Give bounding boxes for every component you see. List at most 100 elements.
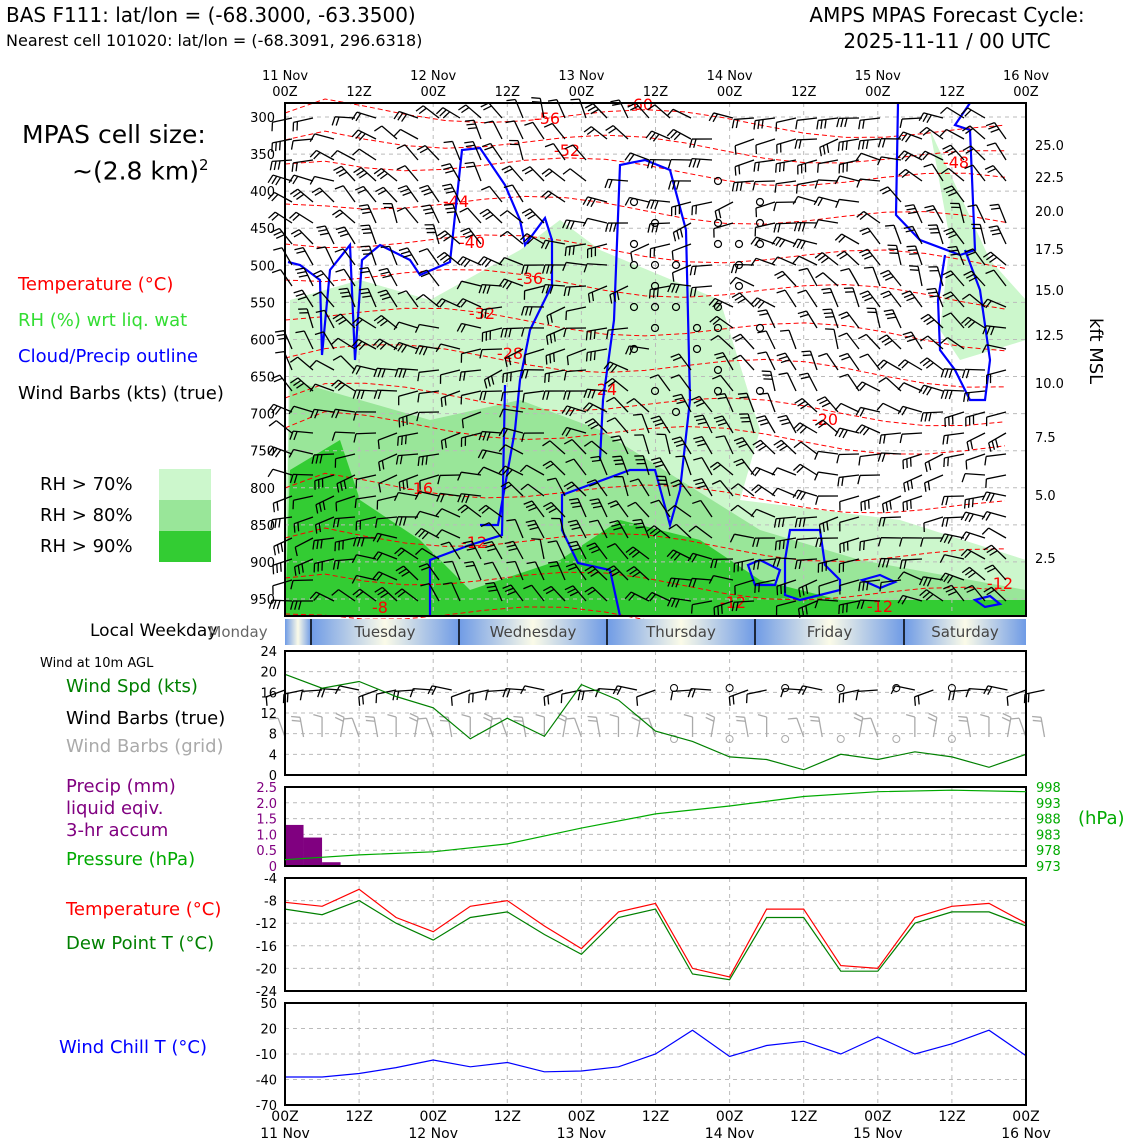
- wind-barb: [846, 332, 860, 350]
- wind-barb: [986, 344, 1007, 350]
- wind-barb-feather: [583, 126, 592, 133]
- top-hour-label: 00Z: [717, 85, 743, 100]
- wind-barb-feather: [960, 531, 967, 540]
- pressure-tick-label: 300: [250, 111, 275, 126]
- surface-wind-barb-grid-feather: [980, 714, 990, 718]
- wind-barb: [356, 574, 377, 581]
- wind-barb-feather: [478, 504, 487, 512]
- wind-barb: [672, 108, 692, 119]
- wind-barb-feather: [859, 290, 869, 295]
- wind-barb: [658, 499, 671, 518]
- wind-barb-feather: [271, 193, 279, 202]
- wind-barb: [880, 452, 902, 455]
- wind-barb: [817, 179, 839, 182]
- wind-barb: [324, 225, 335, 245]
- calm-wind-marker: [734, 239, 744, 249]
- wind-barb-feather: [981, 527, 990, 535]
- wind-barb-feather: [654, 422, 664, 427]
- wind-barb-feather: [826, 521, 829, 531]
- wind-barb-feather: [941, 496, 945, 506]
- calm-wind-marker: [650, 323, 660, 333]
- wind-barb-feather: [276, 600, 281, 610]
- wind-barb-feather: [885, 224, 895, 227]
- dewpoint-panel-label: Dew Point T (°C): [66, 933, 215, 954]
- wind-barb-feather: [504, 358, 508, 368]
- pressure-tick-label: 750: [250, 445, 275, 460]
- wind-barb-feather: [632, 518, 642, 522]
- pressure-line: [284, 789, 1027, 861]
- precip-label-3: 3-hr accum: [66, 820, 169, 841]
- wind-spd-label: Wind Spd (kts): [66, 676, 198, 697]
- wind-barb-feather: [354, 498, 357, 508]
- legend-rh90: RH > 90%: [40, 536, 133, 557]
- wind-barb: [539, 539, 545, 560]
- wind-barb: [555, 540, 566, 560]
- wind-barb-feather: [859, 227, 869, 232]
- wind-barb-feather: [876, 359, 885, 367]
- wind-barb-feather: [694, 414, 704, 418]
- calm-wind-marker: [671, 302, 681, 312]
- wind-barb-feather: [899, 559, 903, 569]
- wind-barb-feather: [841, 476, 844, 486]
- wind-barb-feather: [797, 222, 802, 232]
- wind-barb-feather: [502, 428, 509, 438]
- wind-barb-feather: [485, 581, 495, 585]
- wind-barb-feather: [647, 223, 651, 233]
- wind-barb-feather: [504, 540, 514, 545]
- wind-barb-feather: [591, 548, 601, 554]
- wind-barb: [571, 439, 587, 455]
- wind-barb-feather: [360, 537, 365, 547]
- wind-barb: [524, 390, 545, 395]
- wind-barb-feather: [445, 169, 455, 174]
- wind-barb: [903, 571, 923, 581]
- wind-barb: [629, 196, 650, 203]
- wind-barb-feather: [508, 547, 518, 552]
- wind-barb: [281, 247, 293, 266]
- wind-barb-feather: [585, 331, 588, 341]
- wind-barb: [678, 374, 692, 392]
- wind-barb-feather: [270, 227, 280, 233]
- wind-barb-feather: [584, 586, 593, 593]
- surface-wind-barb-feather: [543, 696, 546, 706]
- wind-barb-feather: [309, 383, 316, 392]
- wind-barb: [931, 163, 944, 182]
- wind-barb-feather: [463, 540, 473, 544]
- wind-barb-feather: [778, 372, 788, 376]
- wind-barb-feather: [372, 551, 379, 560]
- wind-barb-feather: [715, 301, 723, 310]
- wind-barb-feather: [481, 450, 487, 460]
- wind-barb-feather: [837, 477, 840, 487]
- wind-barb-feather: [842, 429, 848, 439]
- wind-barb-feather: [570, 501, 580, 505]
- wind-barb-feather: [716, 355, 726, 360]
- calm-wind-marker-grid: [781, 735, 790, 743]
- wind-barb-feather: [838, 352, 848, 358]
- wind-barb-feather: [318, 228, 328, 232]
- wind-barb-feather: [377, 390, 382, 400]
- wind-barb: [970, 145, 986, 161]
- wind-barb-feather: [275, 177, 282, 186]
- wind-barb-feather: [909, 269, 919, 271]
- surface-wind-barb-grid-feather: [461, 714, 471, 718]
- wind-barb-feather: [421, 204, 431, 208]
- wind-barb-feather: [838, 604, 841, 615]
- wind-barb: [337, 337, 356, 350]
- wind-barb: [634, 501, 650, 518]
- wind-barb-feather: [339, 481, 343, 491]
- wind-barb-feather: [754, 486, 763, 494]
- wind-barb-feather: [821, 287, 831, 291]
- wind-barb-feather: [666, 549, 674, 558]
- wind-barb-feather: [922, 129, 931, 136]
- wind-barb-feather: [604, 179, 609, 189]
- kft-tick-label: 5.0: [1035, 489, 1056, 504]
- temperature-contour-label: -28: [497, 344, 523, 363]
- wind-barb-feather: [802, 517, 806, 527]
- wind-barb: [965, 495, 986, 501]
- surface-wind-barb-grid-feather: [483, 712, 493, 718]
- wind-barb-feather: [646, 199, 651, 209]
- wind-barb-feather: [506, 560, 516, 564]
- wind-barb: [895, 245, 902, 266]
- surface-wind-barb: [561, 689, 582, 695]
- wind-barb-feather: [330, 150, 338, 158]
- wind-barb-feather: [988, 125, 998, 130]
